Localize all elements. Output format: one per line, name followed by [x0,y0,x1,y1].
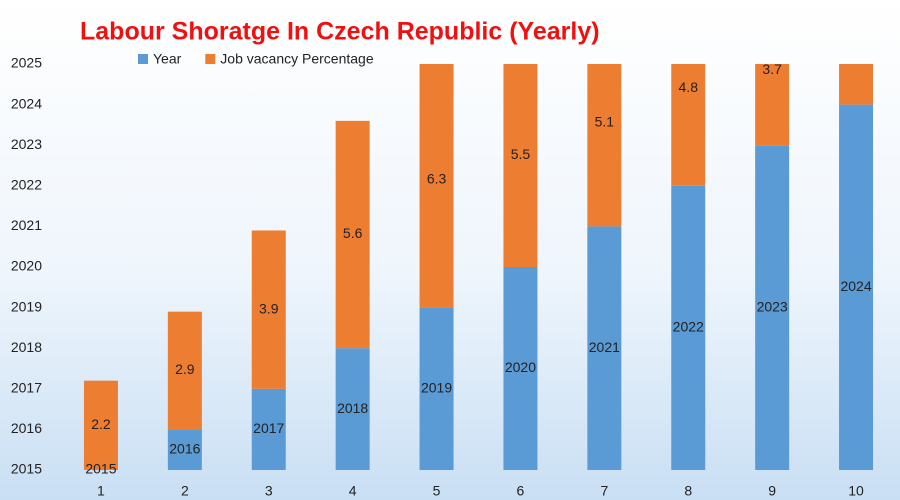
x-tick-label: 5 [433,483,441,499]
y-tick-label: 2015 [11,461,42,477]
data-label: 2018 [337,400,368,416]
y-tick-label: 2016 [11,420,42,436]
x-tick-label: 10 [848,483,864,499]
data-label: 2.9 [175,361,195,377]
data-label: 2024 [840,278,871,294]
y-tick-label: 2022 [11,177,42,193]
bar-segment [335,120,370,349]
plot-area [83,64,874,470]
data-label: 2016 [169,440,200,456]
data-label: 4.8 [679,79,699,95]
x-tick-label: 9 [768,483,776,499]
bar-segment [755,145,790,470]
data-label: 5.1 [595,114,615,130]
legend-swatch [138,54,148,64]
x-tick-label: 6 [517,483,525,499]
bar-segment [419,64,454,308]
data-label: 6.3 [427,170,447,186]
bar-segment [755,64,790,146]
x-tick-label: 3 [265,483,273,499]
bar-segment [419,307,454,470]
x-tick-label: 7 [600,483,608,499]
data-label: 5.6 [343,225,363,241]
y-tick-label: 2019 [11,298,42,314]
bar-segment [587,64,622,227]
bar-segment [83,380,118,470]
bar-segment [251,230,286,389]
chart-title: Labour Shoratge In Czech Republic (Yearl… [80,18,600,46]
data-label: 2021 [589,339,620,355]
x-tick-label: 8 [684,483,692,499]
bar-segment [503,64,538,268]
data-label: 3.9 [259,300,279,316]
bar-segment [167,311,202,430]
bar-segment [671,64,706,186]
data-label: 2019 [421,380,452,396]
data-label: 2015 [85,461,116,477]
y-tick-label: 2023 [11,136,42,152]
bar-segment [503,267,538,470]
y-tick-label: 2020 [11,258,42,274]
data-label: 2017 [253,420,284,436]
legend-label: Job vacancy Percentage [220,51,374,67]
y-tick-label: 2024 [11,95,42,111]
bar-segment [587,226,622,470]
y-tick-label: 2021 [11,217,42,233]
data-label: 2022 [673,319,704,335]
y-tick-label: 2017 [11,380,42,396]
x-tick-label: 1 [97,483,105,499]
legend-label: Year [153,51,182,67]
bar-segment [167,429,202,470]
y-tick-label: 2025 [11,55,42,71]
data-label: 2023 [757,298,788,314]
legend-swatch [205,54,216,64]
data-label: 2020 [505,359,536,375]
y-tick-label: 2018 [11,339,42,355]
x-tick-label: 2 [181,483,189,499]
bar-segment [671,185,706,470]
data-label: 2.2 [91,416,111,432]
x-tick-label: 4 [349,483,357,499]
bar-segment [839,64,874,105]
bar-segment [251,388,286,470]
data-label: 3.7 [762,61,782,77]
bar-segment [335,348,370,470]
data-label: 5.5 [511,146,531,162]
bar-segment [839,104,874,470]
